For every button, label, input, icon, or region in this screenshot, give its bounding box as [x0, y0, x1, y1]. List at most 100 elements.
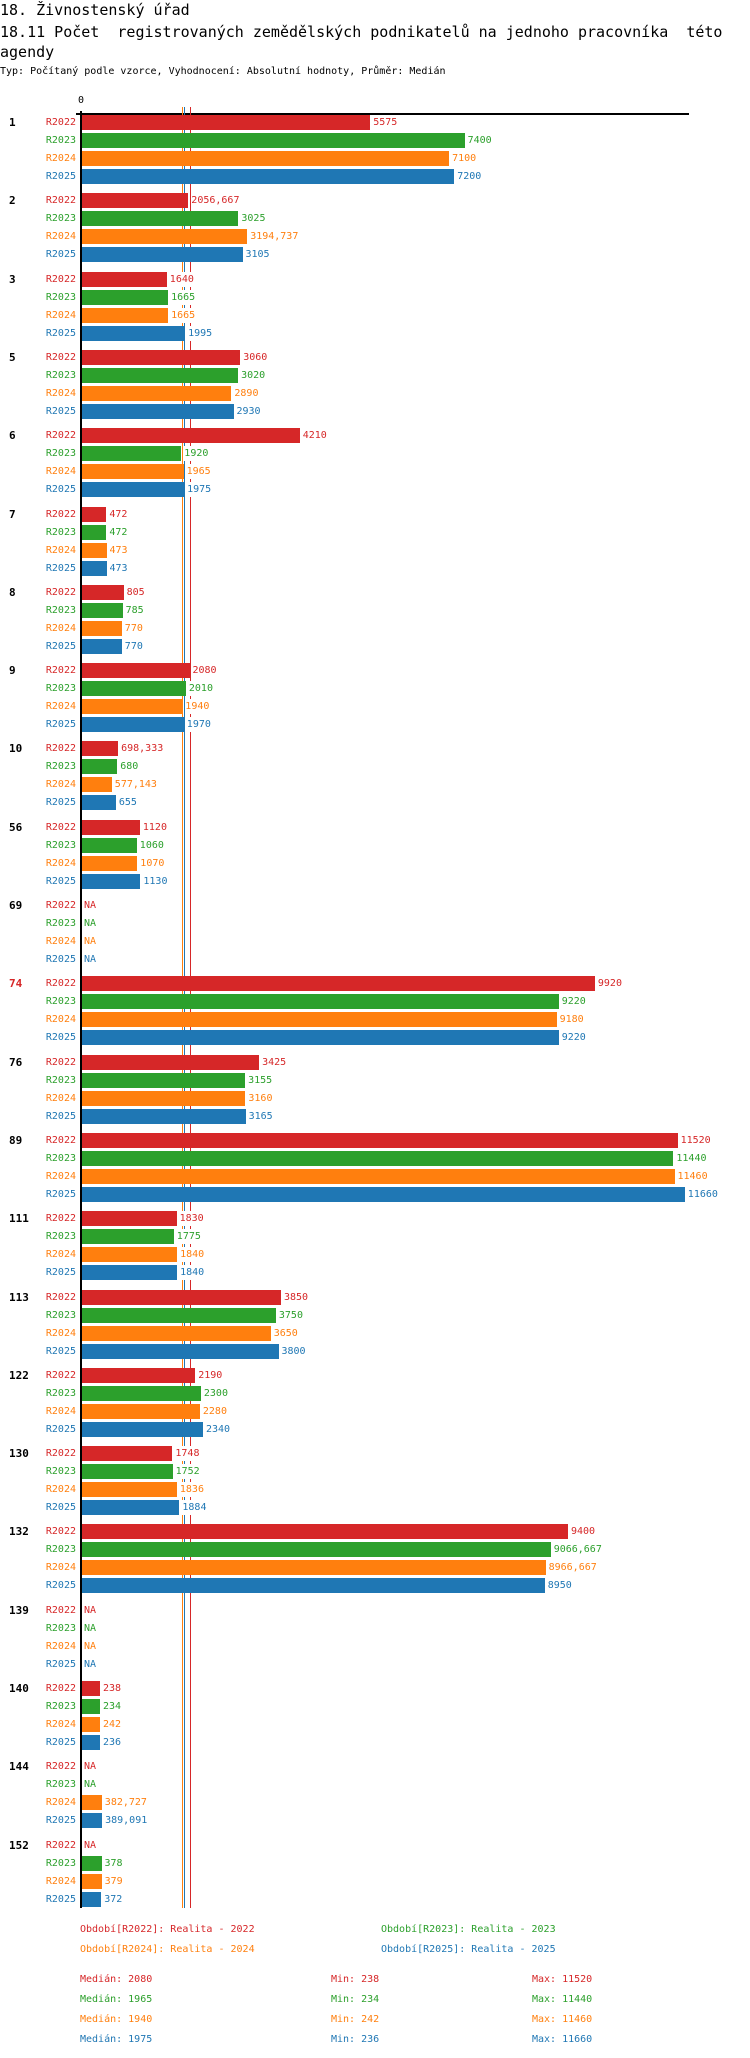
bar	[82, 873, 141, 889]
value-label: 473	[109, 542, 128, 558]
series-label: R2023	[45, 1779, 76, 1791]
bar	[82, 1072, 246, 1088]
series-label: R2023	[45, 761, 76, 773]
bar	[82, 1891, 102, 1907]
group-label: 144	[9, 1760, 29, 1774]
bar	[82, 1578, 545, 1594]
value-label: 577,143	[114, 777, 157, 793]
series-label: R2024	[45, 779, 76, 791]
series-label: R2023	[45, 1231, 76, 1243]
value-label: 9180	[559, 1012, 584, 1028]
x-axis-line	[76, 113, 689, 115]
chart-title-line1: 18.11 Počet registrovaných zemědělských …	[0, 23, 723, 41]
bar	[82, 1186, 685, 1202]
value-label: NA	[84, 1759, 97, 1775]
series-label: R2024	[45, 153, 76, 164]
value-label: NA	[84, 1777, 97, 1793]
series-label: R2024	[45, 1719, 76, 1730]
value-label: 1640	[169, 271, 194, 287]
bar	[82, 446, 182, 462]
series-label: R2023	[45, 604, 76, 616]
series-label: R2023	[45, 135, 76, 146]
value-label: NA	[84, 952, 97, 967]
series-label: R2024	[45, 1562, 76, 1574]
value-label: NA	[84, 1602, 97, 1618]
bar	[82, 560, 107, 576]
bar	[82, 1464, 173, 1480]
series-label: R2024	[45, 544, 76, 556]
bar	[82, 1813, 103, 1829]
series-label: R2022	[45, 1683, 76, 1694]
bar	[82, 1265, 178, 1281]
series-label: R2022	[45, 1604, 76, 1616]
series-label: R2023	[45, 526, 76, 538]
bar	[82, 1030, 559, 1046]
bar	[82, 1211, 177, 1227]
bar	[82, 115, 371, 130]
bar	[82, 403, 234, 419]
series-label: R2023	[45, 1622, 76, 1634]
value-label: 8950	[547, 1578, 572, 1594]
group-label: 56	[9, 820, 23, 834]
bar	[82, 1873, 102, 1889]
stat-min: Min: 242	[331, 2014, 380, 2025]
bar	[82, 1108, 246, 1124]
stat-min: Min: 236	[331, 2034, 380, 2045]
value-label: 1665	[171, 307, 196, 323]
value-label: 379	[104, 1873, 123, 1889]
series-label: R2023	[45, 996, 76, 1008]
value-label: 9220	[561, 1030, 586, 1046]
series-label: R2022	[45, 900, 76, 911]
bar	[82, 247, 243, 263]
value-label: 655	[118, 795, 137, 811]
bar	[82, 663, 190, 679]
bar	[82, 1343, 279, 1359]
value-label: 785	[125, 602, 144, 618]
series-label: R2025	[45, 1110, 76, 1122]
series-label: R2023	[45, 369, 76, 381]
bar	[82, 602, 123, 618]
chart-title-line2: agendy	[0, 43, 55, 61]
value-label: 2930	[236, 403, 261, 419]
series-label: R2023	[45, 1074, 76, 1086]
series-label: R2025	[45, 1815, 76, 1827]
value-label: 1070	[140, 855, 165, 871]
bar	[82, 1681, 100, 1696]
series-label: R2023	[45, 1466, 76, 1478]
group-label: 111	[9, 1212, 29, 1226]
value-label: 1775	[176, 1229, 201, 1245]
stat-median: Medián: 1965	[80, 1994, 153, 2005]
series-label: R2025	[45, 249, 76, 261]
bar	[82, 1367, 196, 1383]
legend-period: Období[R2024]: Realita - 2024	[80, 1944, 255, 1955]
series-label: R2022	[45, 1291, 76, 1303]
bar	[82, 638, 122, 654]
bar	[82, 994, 559, 1010]
stat-max: Max: 11660	[532, 2034, 593, 2045]
bar	[82, 976, 595, 992]
bar	[82, 1150, 674, 1166]
value-label: 11460	[677, 1168, 708, 1184]
value-label: 770	[124, 638, 143, 654]
bar	[82, 271, 167, 287]
value-label: 2890	[234, 385, 259, 401]
bar	[82, 1421, 203, 1437]
bar	[82, 1385, 201, 1401]
series-label: R2024	[45, 1170, 76, 1182]
bar	[82, 1855, 102, 1871]
value-label: 1884	[182, 1500, 207, 1516]
bar	[82, 1012, 557, 1028]
bar	[82, 506, 107, 522]
bar	[82, 524, 107, 540]
group-label: 5	[9, 350, 16, 364]
bar	[82, 169, 455, 184]
series-label: R2024	[45, 1092, 76, 1104]
value-label: 7100	[452, 151, 477, 166]
series-label: R2022	[45, 351, 76, 363]
bar	[82, 151, 450, 166]
series-label: R2023	[45, 1544, 76, 1556]
series-label: R2022	[45, 1526, 76, 1538]
group-label: 152	[9, 1838, 29, 1852]
series-label: R2022	[45, 117, 76, 128]
series-label: R2023	[45, 839, 76, 851]
